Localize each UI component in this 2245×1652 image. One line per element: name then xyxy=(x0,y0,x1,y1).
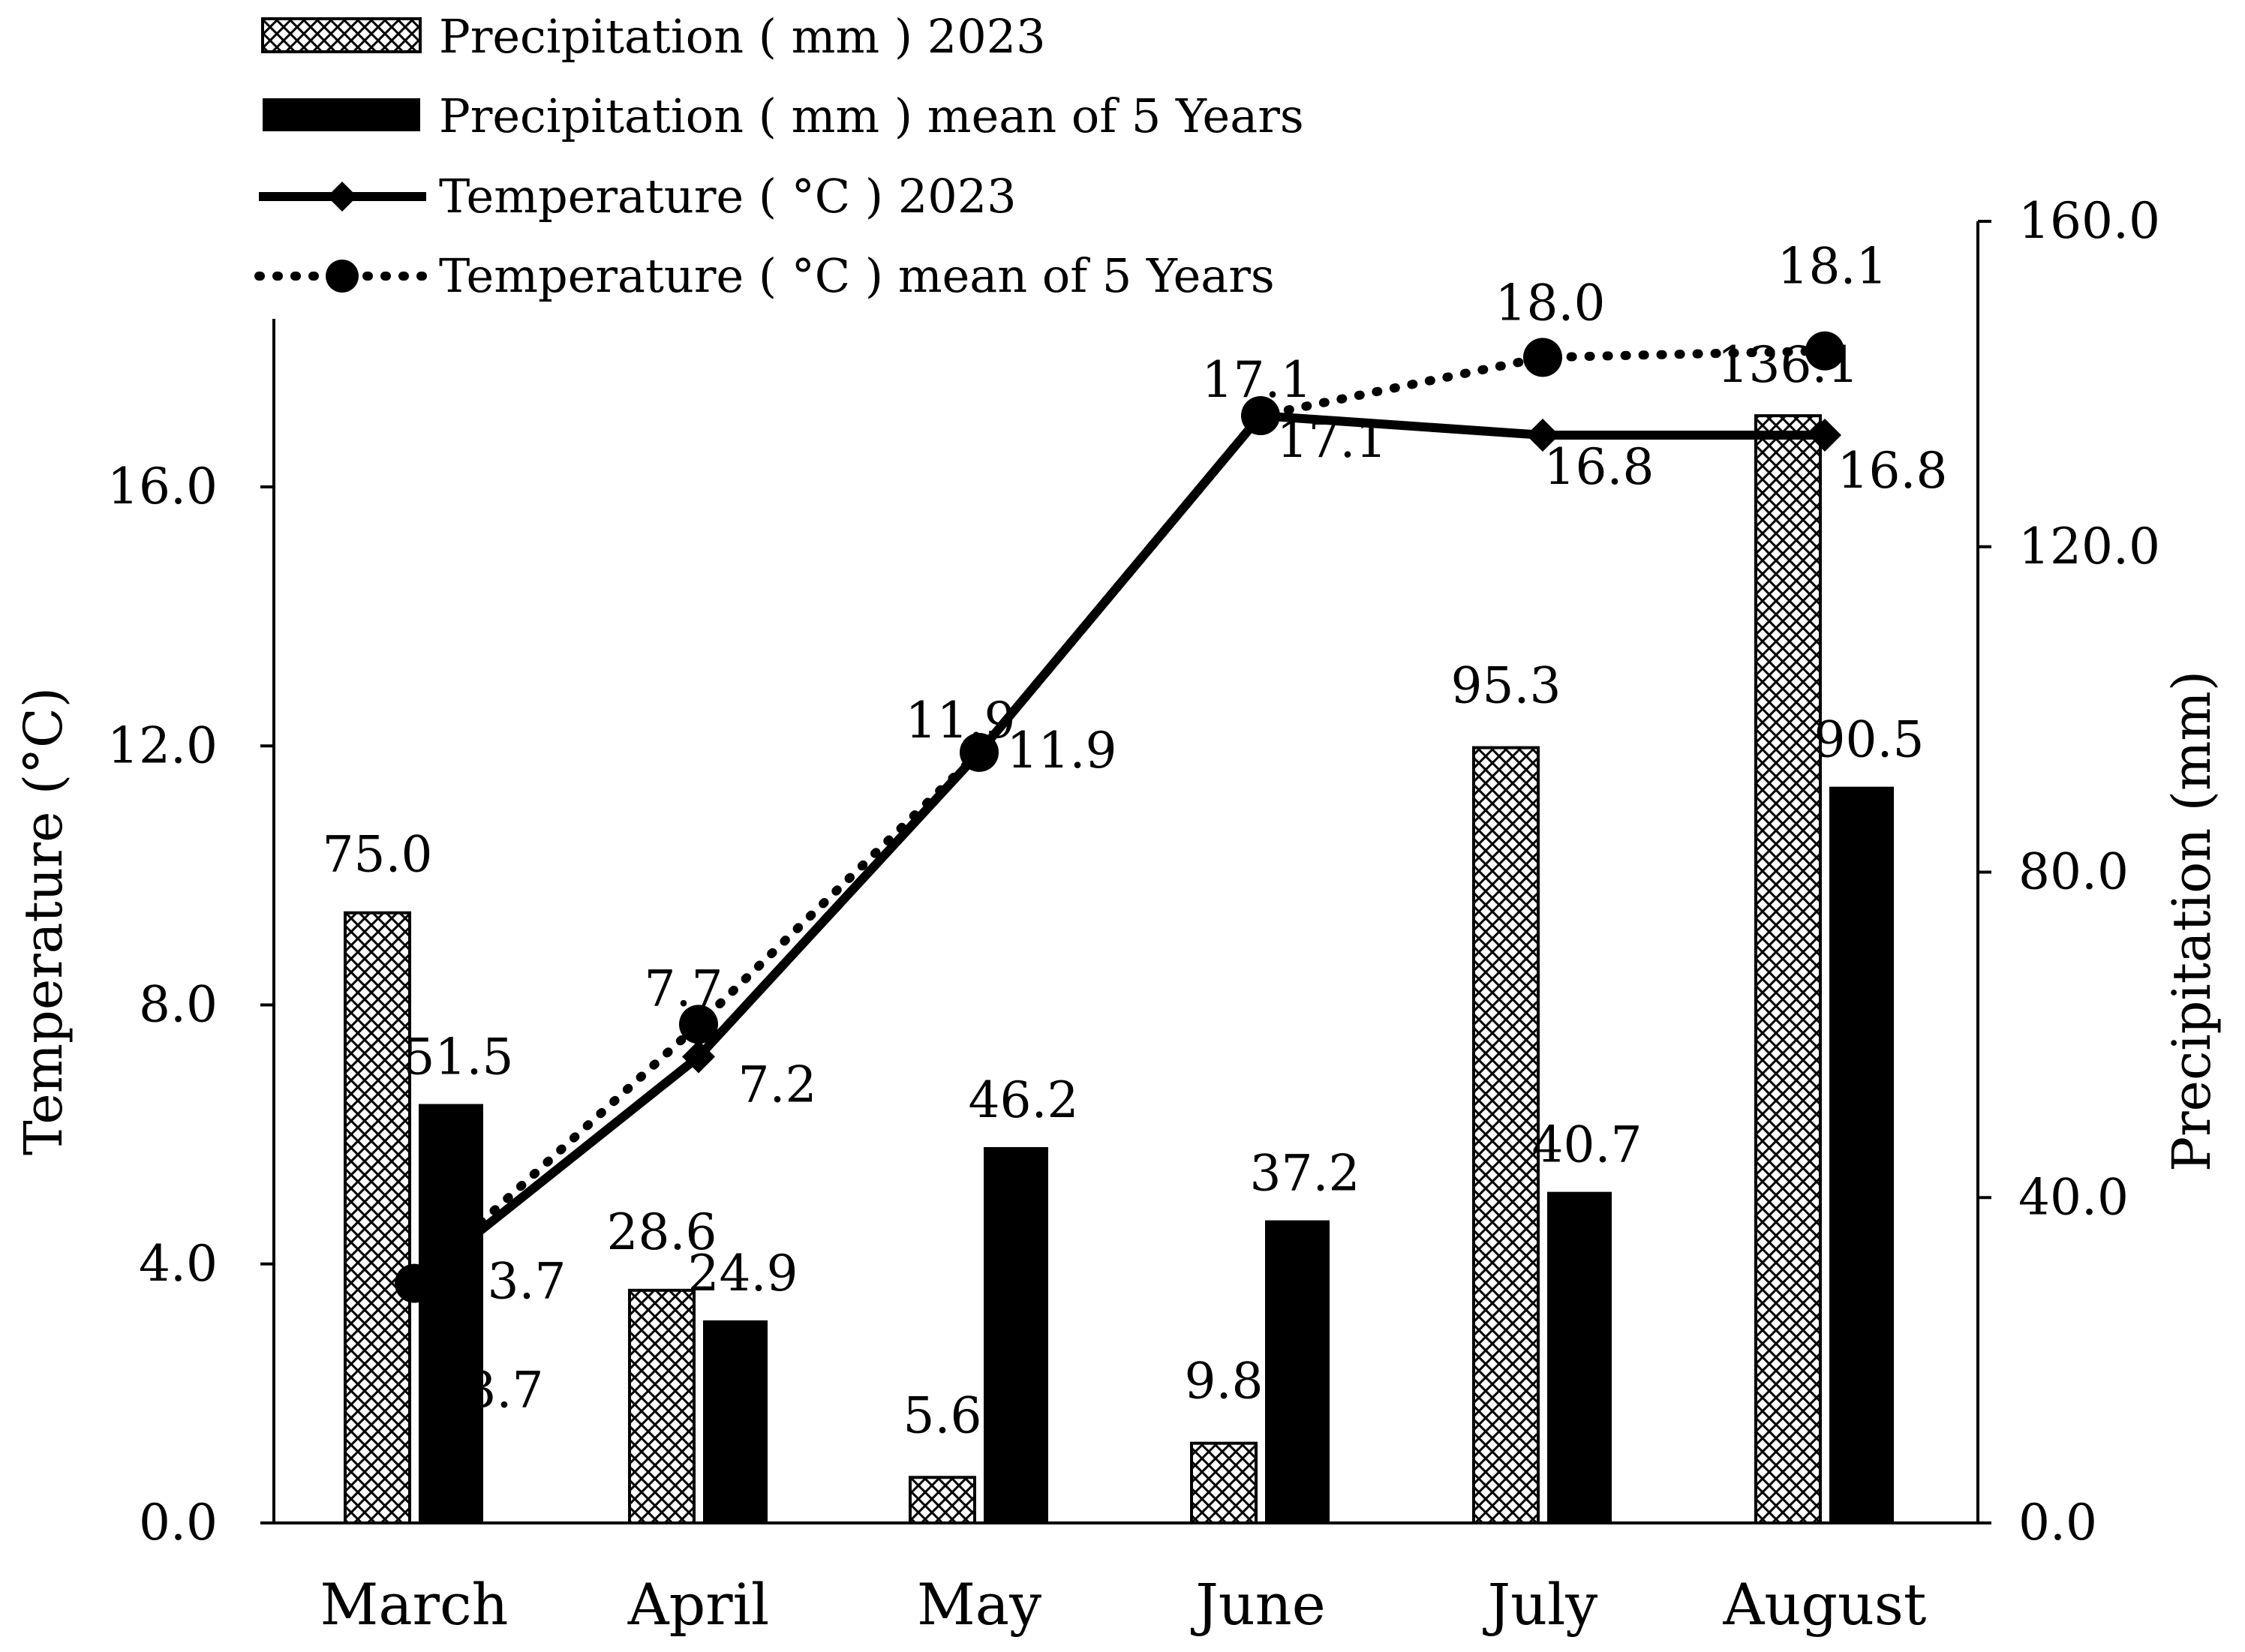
label-precip-mean: 37.2 xyxy=(1250,1145,1360,1203)
label-temp-2023: 7.2 xyxy=(738,1056,817,1114)
x-category-label: March xyxy=(320,1571,509,1638)
legend-label-precip-mean: Precipitation ( mm ) mean of 5 Years xyxy=(439,89,1304,143)
line-temp-2023 xyxy=(411,411,1825,1287)
label-precip-2023: 28.6 xyxy=(607,1203,717,1261)
marker-temp-mean xyxy=(960,732,999,772)
x-category-label: June xyxy=(1190,1571,1325,1638)
bar-precip-2023 xyxy=(909,1476,976,1525)
label-temp-mean: 17.1 xyxy=(1202,351,1312,409)
right-tick-label: 0.0 xyxy=(2018,1494,2097,1551)
label-temp-mean: 18.1 xyxy=(1778,238,1888,296)
marker-temp-2023 xyxy=(682,1040,715,1074)
label-precip-mean: 90.5 xyxy=(1814,711,1925,769)
label-temp-mean: 11.9 xyxy=(906,692,1016,749)
label-temp-2023: 11.9 xyxy=(1007,722,1117,779)
left-tick-label: 0.0 xyxy=(139,1494,218,1551)
marker-temp-2023 xyxy=(1808,418,1841,452)
marker-temp-mean xyxy=(679,1005,718,1044)
right-tick-label: 160.0 xyxy=(2018,192,2160,250)
bar-precip-mean xyxy=(703,1320,768,1523)
left-tick-label: 12.0 xyxy=(107,716,218,774)
bar-precip-mean xyxy=(1829,786,1894,1523)
label-precip-mean: 51.5 xyxy=(404,1029,514,1086)
x-category-label: July xyxy=(1483,1571,1598,1638)
legend-label-temp-mean: Temperature ( °C ) mean of 5 Years xyxy=(439,248,1275,303)
legend-label-temp-2023: Temperature ( °C ) 2023 xyxy=(439,169,1017,224)
legend: Precipitation ( mm ) 2023 Precipitation … xyxy=(254,9,1304,303)
bar-precip-mean xyxy=(1265,1220,1330,1523)
label-temp-2023: 17.1 xyxy=(1277,411,1387,469)
right-y-axis-title: Precipitation (mm) xyxy=(2161,671,2222,1172)
bar-precip-mean xyxy=(1547,1191,1612,1523)
label-precip-mean: 24.9 xyxy=(688,1245,798,1302)
x-category-label: August xyxy=(1723,1571,1927,1638)
bar-precip-2023 xyxy=(1190,1441,1258,1524)
label-precip-2023: 9.8 xyxy=(1185,1353,1264,1410)
marker-temp-mean xyxy=(1523,338,1562,377)
legend-swatch-precip-mean xyxy=(263,98,420,131)
label-precip-2023: 95.3 xyxy=(1451,657,1561,715)
label-temp-2023: 16.8 xyxy=(1544,438,1654,496)
marker-temp-mean xyxy=(1241,396,1280,436)
bar-precip-2023 xyxy=(1472,746,1540,1525)
label-precip-2023: 136.1 xyxy=(1718,336,1859,394)
bar-precip-mean xyxy=(984,1147,1048,1523)
left-tick-label: 4.0 xyxy=(139,1235,218,1293)
label-precip-mean: 40.7 xyxy=(1532,1116,1642,1174)
label-temp-2023: 16.8 xyxy=(1838,442,1948,500)
label-temp-2023: 3.7 xyxy=(465,1362,544,1419)
bar-precip-mean xyxy=(419,1104,483,1523)
label-temp-mean: 7.7 xyxy=(645,960,723,1017)
x-category-label: May xyxy=(917,1571,1041,1638)
label-precip-2023: 75.0 xyxy=(323,826,433,884)
legend-swatch-temp-2023-marker xyxy=(327,182,357,212)
left-tick-label: 16.0 xyxy=(107,458,218,515)
legend-swatch-precip-2023 xyxy=(261,17,422,53)
bar-precip-2023 xyxy=(628,1288,696,1525)
left-y-axis-title: Temperature (°C) xyxy=(13,687,74,1155)
x-category-label: April xyxy=(627,1571,769,1638)
axes: 0.04.08.012.016.0 0.040.080.0120.0160.0 … xyxy=(107,192,2160,1638)
marker-temp-mean xyxy=(395,1263,434,1303)
marker-temp-2023 xyxy=(1526,418,1559,452)
label-temp-mean: 3.7 xyxy=(488,1253,567,1311)
legend-label-precip-2023: Precipitation ( mm ) 2023 xyxy=(439,9,1046,64)
legend-swatch-temp-mean-marker xyxy=(326,260,359,293)
right-tick-label: 120.0 xyxy=(2018,518,2160,575)
marker-temp-mean xyxy=(1805,331,1844,371)
right-tick-label: 80.0 xyxy=(2018,843,2129,901)
bar-precip-2023 xyxy=(344,911,411,1524)
left-tick-label: 8.0 xyxy=(139,976,218,1034)
right-tick-label: 40.0 xyxy=(2018,1168,2129,1226)
label-temp-mean: 18.0 xyxy=(1495,274,1606,332)
label-precip-2023: 5.6 xyxy=(903,1386,982,1444)
bar-precip-2023 xyxy=(1754,414,1822,1524)
label-precip-mean: 46.2 xyxy=(969,1071,1079,1129)
